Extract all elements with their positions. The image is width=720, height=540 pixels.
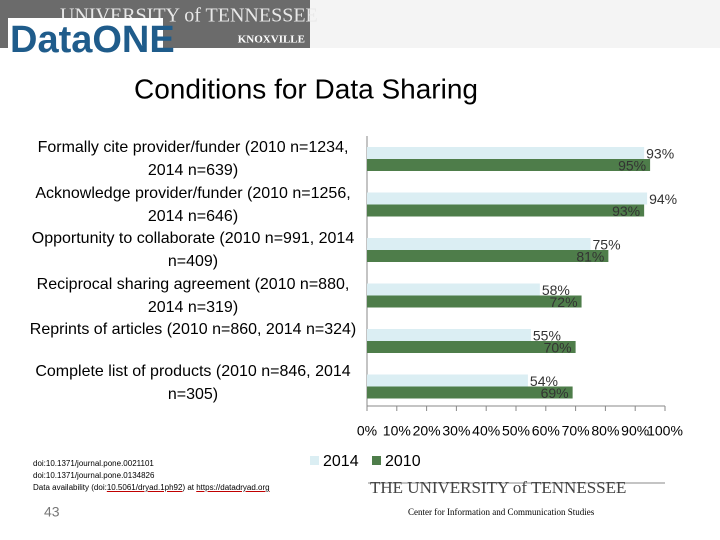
bar bbox=[367, 250, 609, 262]
legend-label: 2010 bbox=[385, 453, 421, 470]
x-tick-label: 80% bbox=[591, 423, 619, 439]
avail-mid: ) at bbox=[182, 483, 194, 492]
bar bbox=[367, 159, 651, 171]
avail-doi-link[interactable]: 10.5061/dryad.1ph92 bbox=[106, 483, 183, 492]
data-label: 55% bbox=[533, 328, 561, 344]
logo: DataONE bbox=[10, 19, 175, 61]
bar bbox=[367, 341, 576, 353]
x-tick-label: 100% bbox=[647, 423, 683, 439]
x-tick-label: 70% bbox=[562, 423, 590, 439]
x-tick-label: 40% bbox=[472, 423, 500, 439]
logo-bg bbox=[8, 18, 163, 60]
category-label: Acknowledge provider/funder (2010 n=1256… bbox=[35, 184, 351, 225]
legend-swatch bbox=[372, 456, 381, 465]
data-label: 54% bbox=[530, 373, 558, 389]
bar bbox=[367, 295, 582, 308]
page-number: 43 bbox=[44, 504, 60, 520]
footer-center: Center for Information and Communication… bbox=[408, 507, 595, 517]
data-label: 69% bbox=[541, 385, 569, 401]
banner-city: KNOXVILLE bbox=[238, 34, 305, 46]
data-label: 93% bbox=[612, 203, 640, 219]
data-availability: Data availability (doi:10.5061/dryad.1ph… bbox=[33, 483, 270, 492]
category-label: Complete list of products (2010 n=846, 2… bbox=[35, 362, 351, 403]
category-label: Opportunity to collaborate (2010 n=991, … bbox=[31, 230, 355, 270]
data-label: 94% bbox=[649, 191, 677, 207]
category-label: Reprints of articles (2010 n=860, 2014 n… bbox=[29, 321, 357, 338]
data-label: 93% bbox=[646, 146, 674, 162]
category-label: Reciprocal sharing agreement (2010 n=880… bbox=[36, 275, 350, 316]
data-label: 72% bbox=[550, 294, 578, 310]
avail-url-link[interactable]: https://datadryad.org bbox=[196, 483, 270, 492]
x-tick-label: 0% bbox=[357, 423, 377, 439]
bar bbox=[367, 204, 645, 217]
bar bbox=[367, 192, 648, 205]
category-label: Formally cite provider/funder (2010 n=12… bbox=[37, 139, 349, 179]
data-label: 75% bbox=[593, 237, 621, 253]
data-label: 58% bbox=[542, 282, 570, 298]
footer-university: THE UNIVERSITY of TENNESSEE bbox=[370, 478, 626, 497]
bar bbox=[367, 238, 591, 250]
data-label: 81% bbox=[576, 249, 604, 265]
bar bbox=[367, 147, 645, 159]
data-label: 70% bbox=[544, 340, 572, 356]
x-tick-label: 60% bbox=[532, 423, 560, 439]
bar bbox=[367, 386, 573, 399]
slide-title: Conditions for Data Sharing bbox=[134, 73, 478, 104]
data-label: 95% bbox=[618, 158, 646, 174]
bar bbox=[367, 374, 528, 387]
doi-1: doi:10.1371/journal.pone.0021101 bbox=[33, 459, 154, 468]
avail-prefix: Data availability (doi: bbox=[33, 483, 107, 492]
x-tick-label: 90% bbox=[621, 423, 649, 439]
legend-swatch bbox=[310, 456, 319, 465]
doi-2: doi:10.1371/journal.pone.0134826 bbox=[33, 471, 155, 480]
legend-label: 2014 bbox=[323, 453, 359, 470]
bar bbox=[367, 329, 531, 341]
bar bbox=[367, 283, 540, 296]
x-tick-label: 50% bbox=[502, 423, 530, 439]
x-tick-label: 30% bbox=[442, 423, 470, 439]
x-tick-label: 10% bbox=[383, 423, 411, 439]
x-tick-label: 20% bbox=[413, 423, 441, 439]
